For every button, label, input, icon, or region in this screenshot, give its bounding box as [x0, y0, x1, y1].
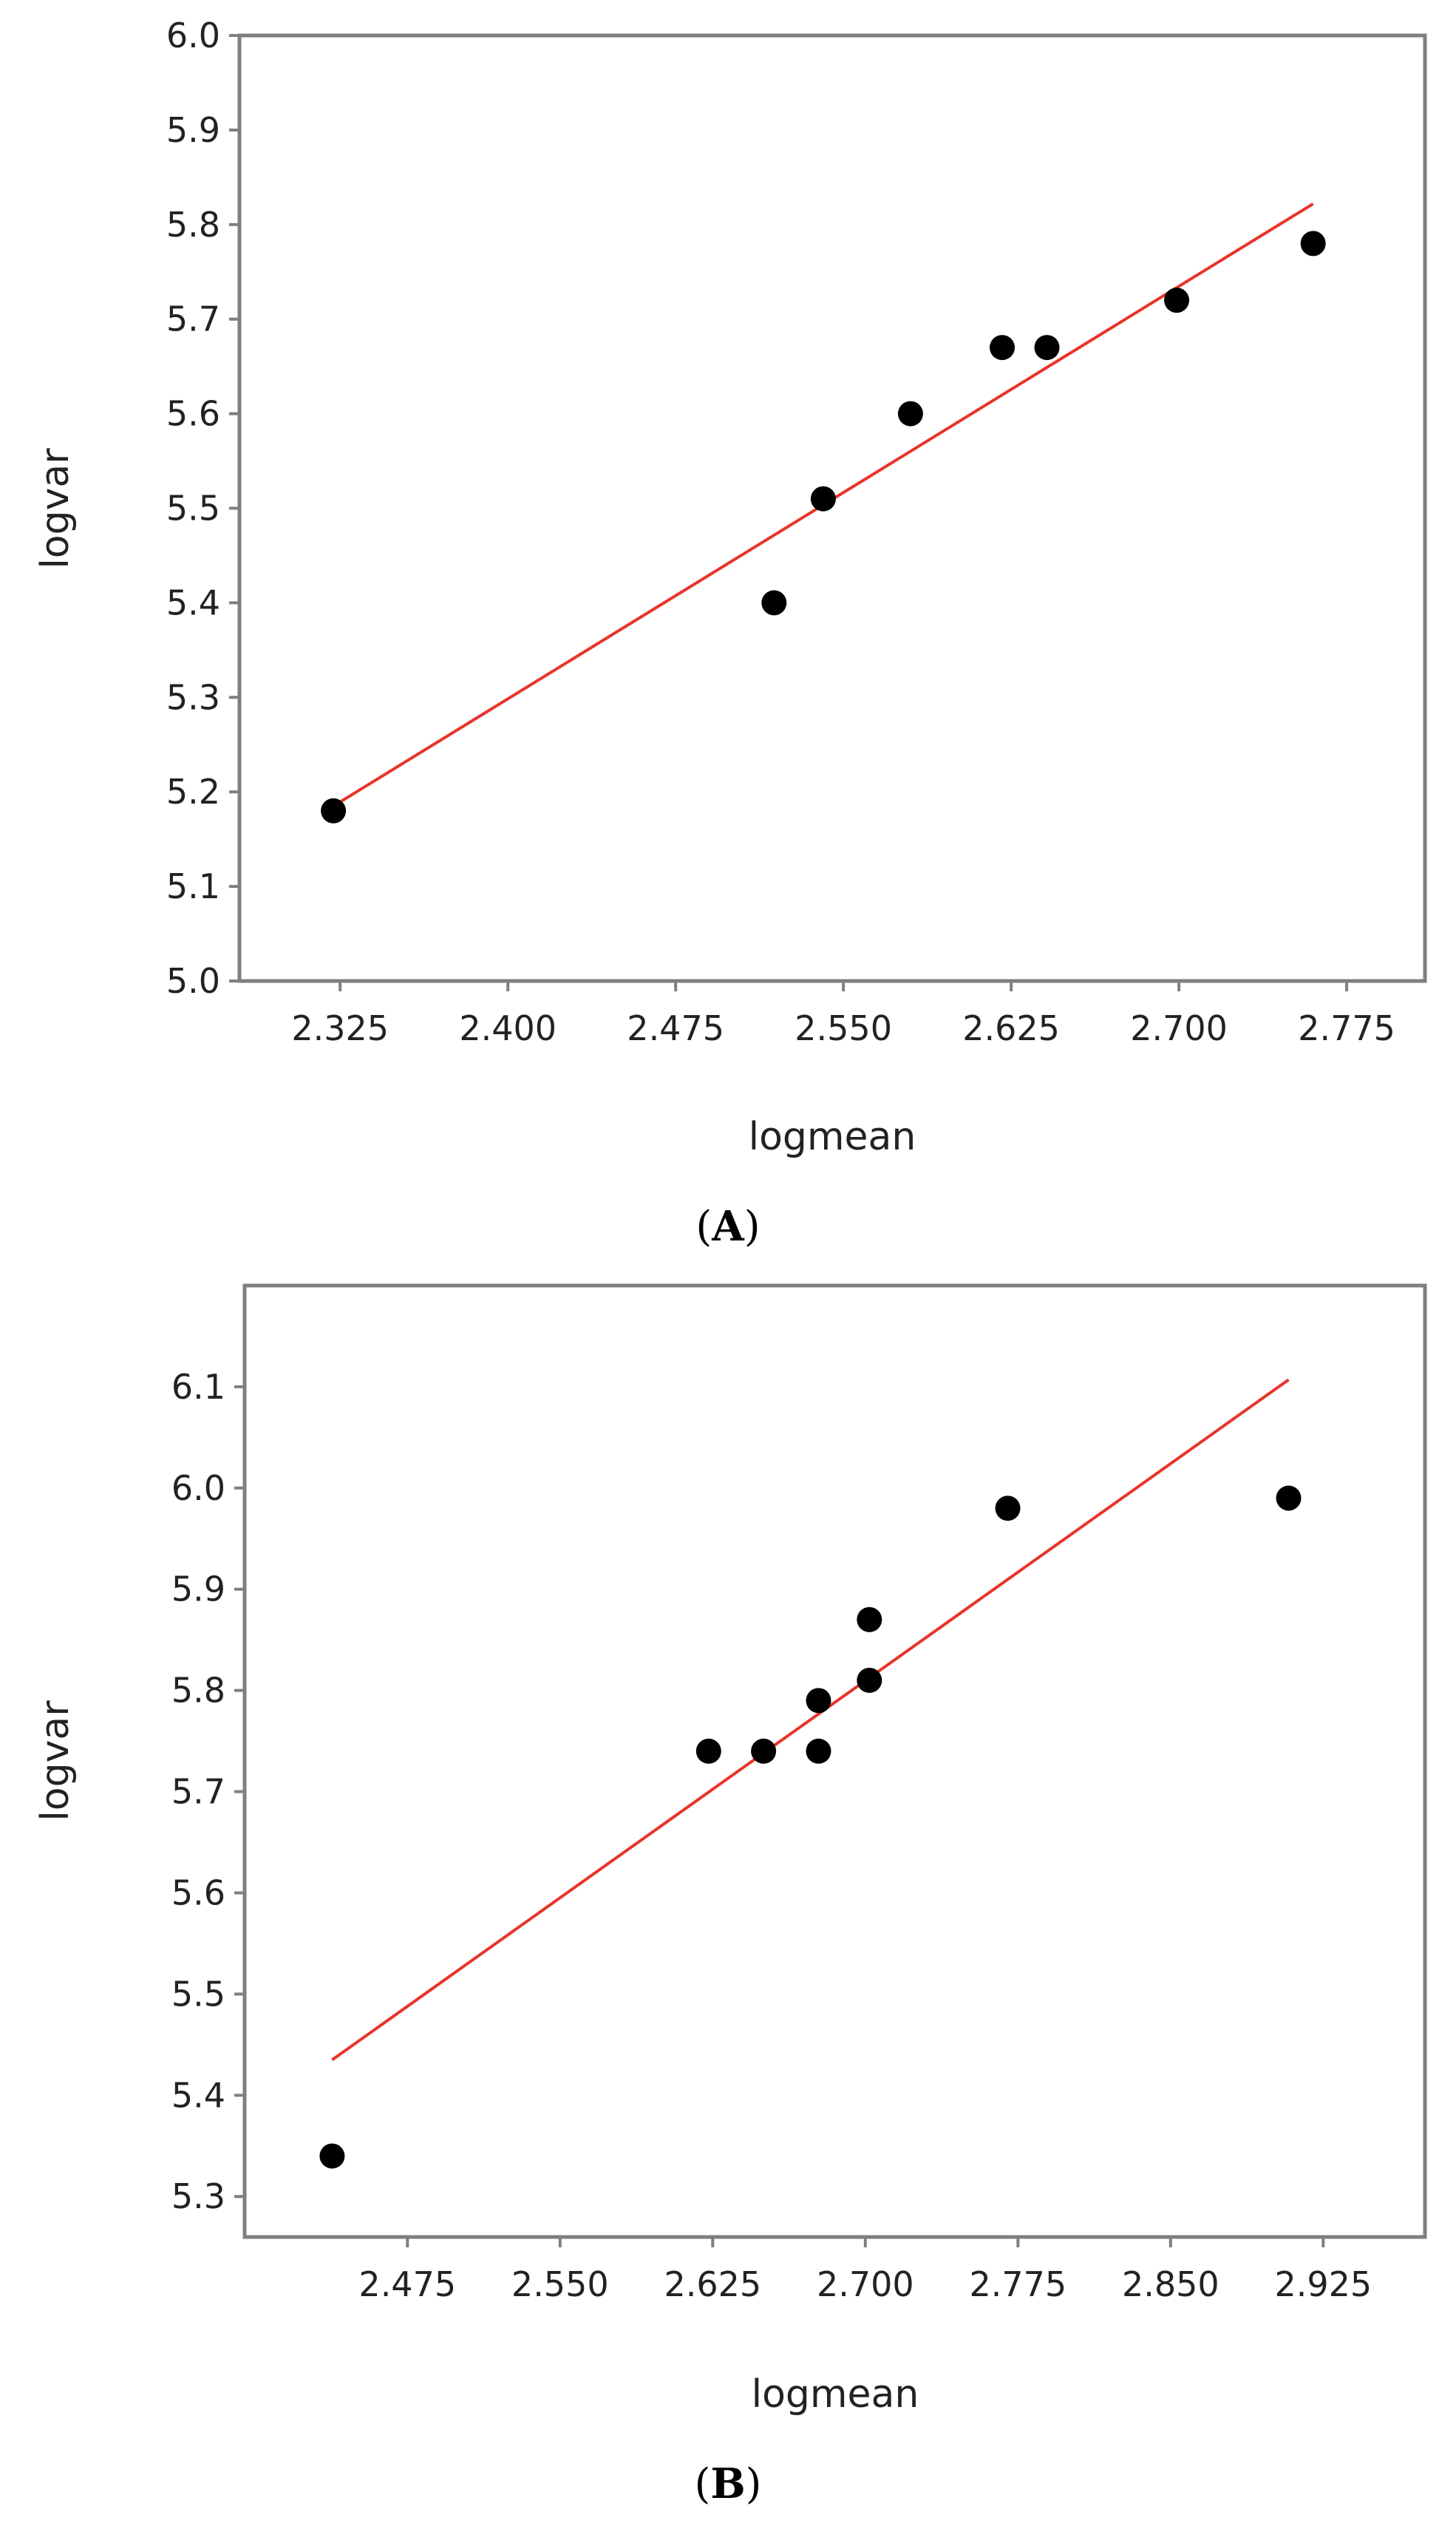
panel-a-y-tick-label: 6.0: [166, 16, 220, 55]
panel-b-data-point: [695, 1738, 721, 1764]
panel-b-y-tick-label: 5.4: [171, 2075, 225, 2115]
panel-b-fit-line-group: [331, 1378, 1290, 2062]
panel-a-x-tick-label: 2.775: [1298, 1008, 1395, 1048]
panel-b-y-tick-label: 5.7: [171, 1772, 225, 1812]
panel-a-y-tick-label: 5.9: [166, 110, 220, 150]
panel-b-x-tick-label: 2.925: [1274, 2264, 1372, 2304]
panel-b-data-point: [806, 1688, 831, 1714]
panel-a-y-tick-label: 5.7: [166, 299, 220, 339]
panel-b-y-ticks: 5.3 5.4 5.5 5.6 5.7 5.8 5.9 6.0 6.1: [171, 1367, 245, 2216]
panel-a-data-point: [897, 401, 923, 427]
panel-b: 5.35.45.55.65.75.85.96.06.1 2.475 2.550 2.…: [33, 1283, 1427, 2508]
panel-a-caption: (A): [695, 1202, 760, 1251]
panel-b-caption-open: (: [694, 2460, 710, 2508]
panel-b-y-tick-label: 5.8: [171, 1671, 225, 1711]
panel-b-data-point: [806, 1738, 831, 1764]
panel-b-x-tick-label: 2.700: [817, 2264, 914, 2304]
panel-a-y-tick-label: 5.4: [166, 583, 220, 622]
panel-a-x-tick-label: 2.625: [962, 1008, 1060, 1048]
panel-a-y-tick-label: 5.5: [166, 489, 220, 529]
panel-b-x-axis-label: logmean: [752, 2372, 919, 2417]
panel-a-y-tick-label: 5.0: [166, 961, 220, 1001]
panel-a-y-ticks: 5.0 5.1 5.2 5.3 5.4 5.5 5.6 5.7 5.8 5.9 6.0: [166, 16, 239, 1001]
panel-b-points: [319, 1485, 1302, 2169]
panel-b-data-point: [857, 1667, 882, 1693]
panel-b-y-tick-label: 5.3: [171, 2176, 225, 2216]
panel-a-points: [321, 231, 1326, 824]
panel-a-x-tick-label: 2.325: [291, 1008, 389, 1048]
panel-b-data-point: [995, 1496, 1021, 1521]
panel-b-x-tick-label: 2.625: [664, 2264, 761, 2304]
panel-a: 5.05.15.25.35.45.55.65.75.85.96.0 2.325 2…: [33, 16, 1427, 1251]
panel-b-caption: (B): [694, 2460, 761, 2508]
panel-b-plot-frame: [242, 1283, 1427, 2239]
panel-b-fit-line: [331, 1378, 1290, 2062]
panel-a-data-point: [321, 798, 347, 824]
panel-b-y-tick-label: 6.0: [171, 1468, 225, 1508]
panel-b-x-tick-label: 2.775: [969, 2264, 1067, 2304]
panel-a-data-point: [761, 590, 787, 616]
panel-a-plot-frame: [237, 33, 1427, 983]
panel-a-caption-close: ): [744, 1203, 761, 1251]
panel-a-y-tick-label: 5.2: [166, 772, 220, 812]
panel-b-x-tick-label: 2.550: [511, 2264, 609, 2304]
panel-a-x-tick-label: 2.700: [1130, 1008, 1228, 1048]
panel-b-y-tick-label: 5.5: [171, 1974, 225, 2014]
panel-b-caption-letter: B: [710, 2460, 745, 2508]
panel-a-x-axis-label: logmean: [749, 1115, 916, 1159]
panel-a-caption-open: (: [695, 1203, 712, 1251]
panel-a-data-point: [810, 486, 836, 512]
panel-b-x-ticks: 2.475 2.550 2.625 2.700 2.775 2.850 2.925: [358, 2237, 1372, 2304]
panel-a-y-axis-label: logvar: [33, 448, 78, 569]
panel-b-y-tick-label: 5.6: [171, 1873, 225, 1912]
panel-a-data-point: [1034, 335, 1060, 361]
panel-a-y-tick-label: 5.3: [166, 677, 220, 717]
panel-a-data-point: [1300, 231, 1326, 257]
panel-b-x-tick-label: 2.475: [358, 2264, 456, 2304]
panel-b-data-point: [751, 1738, 777, 1764]
panel-a-data-point: [1164, 288, 1190, 313]
panel-a-data-point: [990, 335, 1016, 361]
panel-b-caption-close: ): [746, 2460, 762, 2508]
panel-b-data-point: [1276, 1485, 1302, 1511]
panel-a-x-tick-label: 2.400: [459, 1008, 557, 1048]
panel-b-y-tick-label: 5.9: [171, 1569, 225, 1609]
panel-b-y-axis-label: logvar: [33, 1700, 78, 1822]
panel-a-x-tick-label: 2.550: [795, 1008, 892, 1048]
panel-a-y-tick-label: 5.1: [166, 866, 220, 906]
panel-b-y-tick-label: 6.1: [171, 1367, 225, 1407]
panel-a-x-ticks: 2.325 2.400 2.475 2.550 2.625 2.700 2.775: [291, 981, 1395, 1048]
panel-a-caption-letter: A: [711, 1202, 745, 1251]
panel-a-x-tick-label: 2.475: [627, 1008, 724, 1048]
panel-b-data-point: [857, 1606, 882, 1632]
panel-b-data-point: [319, 2143, 345, 2169]
panel-a-y-tick-label: 5.8: [166, 205, 220, 245]
panel-a-y-tick-label: 5.6: [166, 394, 220, 434]
panel-b-x-tick-label: 2.850: [1122, 2264, 1219, 2304]
